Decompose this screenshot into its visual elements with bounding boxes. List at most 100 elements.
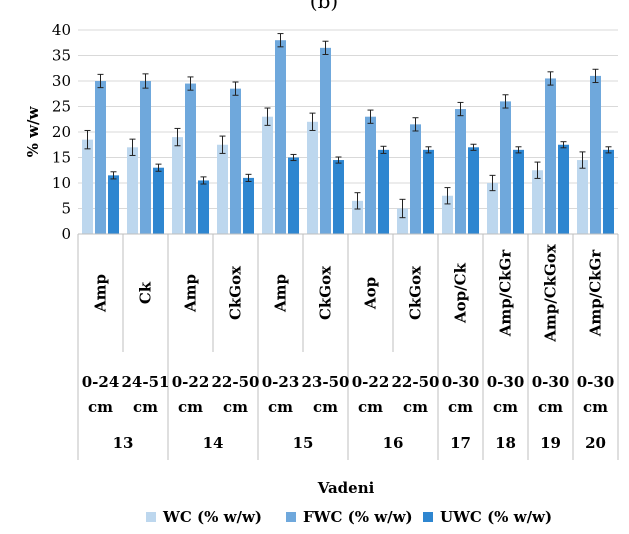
error-bar [219,135,226,154]
error-bar [277,33,284,48]
bar [532,170,543,234]
y-tick-label: 20 [52,123,71,141]
legend-item: WC (% w/w) [146,508,262,526]
sample-label: Amp/CkGr [587,249,605,338]
bar [487,183,498,234]
sample-label: CkGox [407,265,425,320]
legend-label: UWC (% w/w) [440,508,552,526]
bar [95,81,106,234]
bar [217,144,228,234]
legend-item: UWC (% w/w) [423,508,552,526]
legend-swatch [423,512,433,522]
legend-swatch [146,512,156,522]
bar [410,124,421,234]
error-bar [290,153,297,162]
sample-label: Amp [182,274,200,313]
error-bar [547,71,554,86]
error-bar [129,138,136,156]
bar [127,147,138,234]
error-bar [444,187,451,205]
legend-label: WC (% w/w) [162,508,262,526]
bar [513,149,524,234]
depth-label: 0-22 [172,373,210,391]
error-bar [155,163,162,172]
depth-label: 22-50 [392,373,440,391]
depth-label: 0-23 [262,373,300,391]
sample-label: Amp [92,274,110,313]
error-bar [245,173,252,182]
error-bar [174,127,181,147]
sample-label: Ck [137,281,155,304]
sample-label: CkGox [227,265,245,320]
bar [307,121,318,234]
y-tick-label: 30 [52,72,71,90]
bar-series [82,33,614,235]
sample-label: Amp [272,274,290,313]
error-bar [200,176,207,185]
bar [545,78,556,234]
bar [423,149,434,234]
error-bar [142,73,149,89]
bar [442,195,453,234]
y-tick-label: 10 [52,174,71,192]
y-tick-label: 0 [61,225,71,243]
bar [397,208,408,234]
bar [288,157,299,234]
error-bar [97,73,104,89]
depth-label: cm [583,398,608,416]
error-bar [534,161,541,179]
bar [275,40,286,235]
depth-label: 0-24 [82,373,120,391]
sample-label: Aop/Ck [452,262,470,324]
bar [558,144,569,234]
error-bar [560,141,567,149]
depth-label: cm [403,398,428,416]
legend-label: FWC (% w/w) [303,508,413,526]
bar [198,180,209,234]
bar [468,147,479,234]
error-bar [187,76,194,91]
error-bar [489,174,496,192]
error-bar [579,151,586,169]
sample-label: Amp/CkGr [497,249,515,338]
legend-item: FWC (% w/w) [286,508,413,526]
error-bar [264,107,271,126]
error-bar [412,117,419,132]
bar [230,88,241,235]
depth-label: cm [538,398,563,416]
error-bar [335,156,342,164]
x-category-labels: Amp 0-24 cm Ck 24-51 cm Amp 0-22 cm CkGox 22-50 cm A… [82,243,615,452]
depth-label: 0-30 [532,373,570,391]
bar [378,149,389,234]
site-label: 13 [113,434,134,452]
error-bar [84,129,91,150]
site-label: 14 [203,434,224,452]
depth-label: 0-22 [352,373,390,391]
site-label: 16 [383,434,404,452]
site-label: 17 [450,434,471,452]
error-bar [470,143,477,151]
bar [352,200,363,234]
depth-label: 23-50 [302,373,350,391]
depth-label: cm [178,398,203,416]
error-bar [502,94,509,109]
depth-label: cm [268,398,293,416]
bar [82,139,93,234]
bar [577,160,588,234]
depth-label: cm [493,398,518,416]
error-bar [354,192,361,210]
bar [185,83,196,234]
depth-label: 0-30 [442,373,480,391]
sample-label: Aop [362,277,380,310]
error-bar [367,109,374,124]
y-tick-label: 40 [52,21,71,39]
error-bar [309,112,316,131]
error-bar [425,146,432,154]
site-label: 15 [293,434,314,452]
depth-label: cm [313,398,338,416]
bar [140,81,151,234]
y-tick-label: 15 [52,149,71,167]
y-tick-labels: 0 5 10 15 20 25 30 35 40 [52,21,71,243]
error-bar [110,171,117,180]
sample-label: CkGox [317,265,335,320]
